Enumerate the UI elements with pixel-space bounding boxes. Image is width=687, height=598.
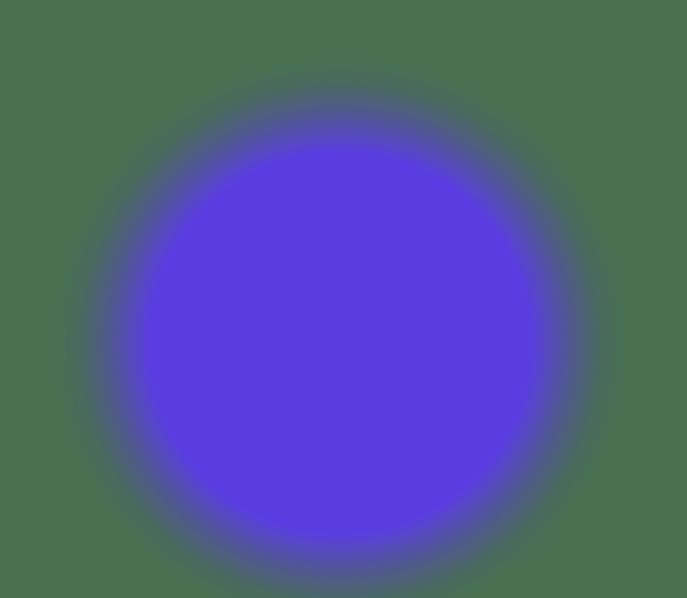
background	[0, 0, 687, 598]
purple-circle	[0, 0, 687, 598]
